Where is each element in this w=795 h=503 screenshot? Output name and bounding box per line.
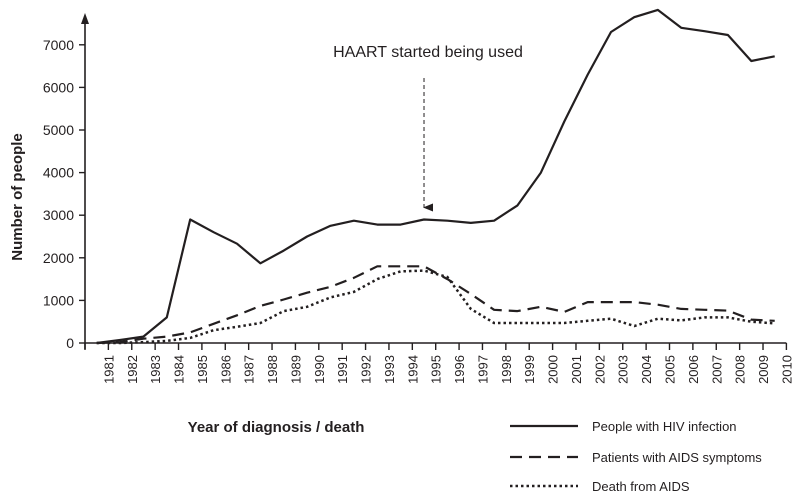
- x-tick-label: 1992: [359, 355, 374, 384]
- x-tick-label: 1984: [172, 355, 187, 384]
- annotation: HAART started being used: [333, 44, 523, 212]
- x-tick-label: 1991: [335, 355, 350, 384]
- series-line-dotted: [96, 269, 775, 345]
- x-tick-label: 2009: [756, 355, 771, 384]
- x-tick-label: 1993: [382, 355, 397, 384]
- x-tick-label: 1996: [452, 355, 467, 384]
- legend-label: Patients with AIDS symptoms: [592, 450, 762, 465]
- x-tick-label: 2000: [546, 355, 561, 384]
- x-tick-label: 2004: [639, 355, 654, 384]
- series-line-dashed: [96, 265, 775, 345]
- x-tick-label: 1985: [195, 355, 210, 384]
- x-tick-label: 1997: [475, 355, 490, 384]
- x-tick-label: 2001: [569, 355, 584, 384]
- legend-item: Death from AIDS: [510, 479, 690, 494]
- tick-labels: 1981 1982 1983 1984 1985 1986 1987 1988 1989 1990…: [43, 37, 795, 384]
- x-tick-label: 1981: [101, 355, 116, 384]
- legend-item: Patients with AIDS symptoms: [510, 450, 762, 465]
- x-tick-label: 2006: [686, 355, 701, 384]
- series-lines: [96, 8, 775, 345]
- x-tick-label: 1994: [405, 355, 420, 384]
- y-tick-label: 5000: [43, 122, 74, 138]
- y-tick-label: 4000: [43, 165, 74, 181]
- x-tick-label: 2010: [779, 355, 794, 384]
- x-tick-label: 2008: [733, 355, 748, 384]
- legend-label: People with HIV infection: [592, 419, 737, 434]
- axes: [79, 13, 788, 350]
- y-axis-arrow: [81, 13, 89, 24]
- series-line-solid: [96, 8, 775, 345]
- x-tick-label: 1983: [148, 355, 163, 384]
- x-tick-label: 2005: [663, 355, 678, 384]
- x-tick-label: 1999: [522, 355, 537, 384]
- y-tick-label: 2000: [43, 250, 74, 266]
- annotation-text: HAART started being used: [333, 44, 523, 61]
- y-tick-label: 7000: [43, 37, 74, 53]
- legend-item: People with HIV infection: [510, 419, 737, 434]
- legend-label: Death from AIDS: [592, 479, 690, 494]
- x-tick-label: 1982: [125, 355, 140, 384]
- y-tick-label: 0: [66, 335, 74, 351]
- x-tick-label: 1998: [499, 355, 514, 384]
- x-tick-label: 2002: [592, 355, 607, 384]
- y-axis-label: Number of people: [9, 133, 26, 261]
- legend: People with HIV infection Patients with …: [510, 419, 762, 494]
- y-tick-label: 1000: [43, 292, 74, 308]
- x-tick-label: 1995: [429, 355, 444, 384]
- x-tick-label: 1990: [312, 355, 327, 384]
- x-axis-label: Year of diagnosis / death: [188, 419, 365, 436]
- x-tick-label: 1988: [265, 355, 280, 384]
- y-tick-label: 6000: [43, 79, 74, 95]
- x-tick-label: 2003: [616, 355, 631, 384]
- y-tick-label: 3000: [43, 207, 74, 223]
- x-tick-label: 1987: [242, 355, 257, 384]
- x-tick-label: 1989: [288, 355, 303, 384]
- x-tick-label: 1986: [218, 355, 233, 384]
- x-tick-label: 2007: [709, 355, 724, 384]
